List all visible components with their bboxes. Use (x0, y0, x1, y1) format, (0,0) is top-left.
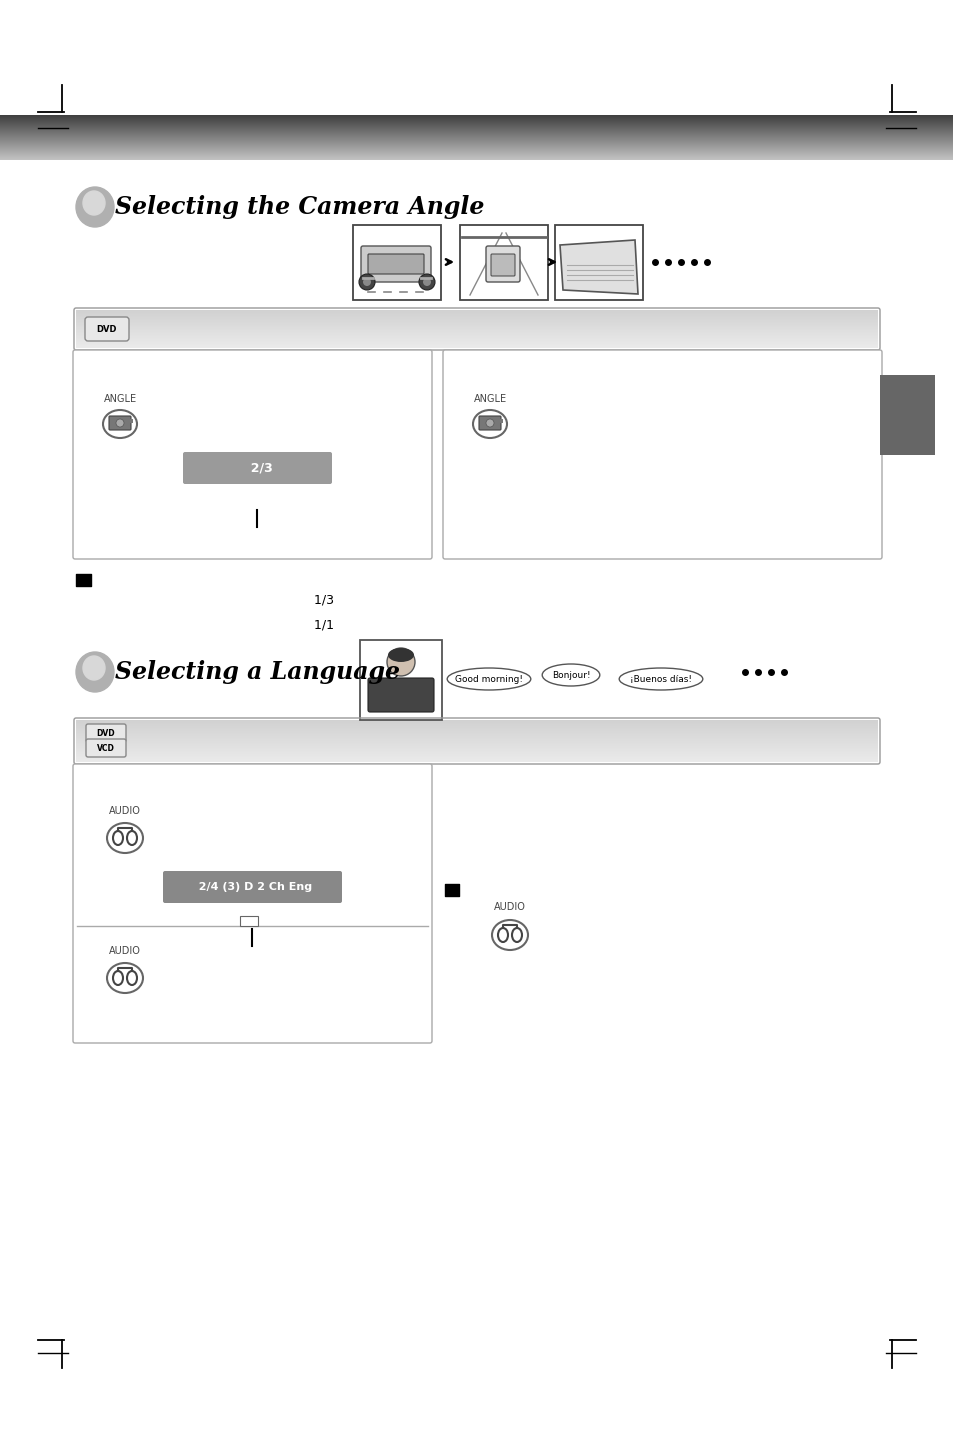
FancyBboxPatch shape (497, 419, 502, 423)
Text: ANGLE: ANGLE (103, 394, 136, 404)
FancyBboxPatch shape (879, 374, 934, 454)
FancyBboxPatch shape (485, 246, 519, 282)
Ellipse shape (388, 647, 414, 662)
Text: AUDIO: AUDIO (109, 946, 141, 956)
Ellipse shape (76, 187, 113, 227)
Text: VCD: VCD (97, 743, 114, 753)
Text: 1/1: 1/1 (306, 619, 334, 632)
Text: Bonjour!: Bonjour! (551, 670, 590, 680)
Ellipse shape (618, 667, 702, 690)
FancyBboxPatch shape (353, 224, 440, 300)
Ellipse shape (103, 410, 137, 439)
Ellipse shape (83, 656, 105, 680)
FancyBboxPatch shape (86, 739, 126, 757)
FancyBboxPatch shape (86, 725, 126, 742)
FancyBboxPatch shape (163, 872, 341, 903)
FancyBboxPatch shape (442, 350, 882, 559)
Ellipse shape (541, 664, 599, 686)
Ellipse shape (76, 652, 113, 692)
Circle shape (387, 647, 415, 676)
Text: Selecting a Language: Selecting a Language (115, 660, 399, 684)
Text: 2/3: 2/3 (241, 462, 273, 474)
FancyBboxPatch shape (368, 254, 423, 274)
Ellipse shape (107, 963, 143, 993)
FancyBboxPatch shape (478, 416, 500, 430)
Circle shape (358, 274, 375, 290)
Ellipse shape (107, 823, 143, 853)
Text: AUDIO: AUDIO (109, 806, 141, 816)
FancyBboxPatch shape (491, 254, 515, 276)
Circle shape (418, 274, 435, 290)
FancyBboxPatch shape (240, 916, 257, 926)
Text: AUDIO: AUDIO (494, 902, 525, 912)
Text: ¡Buenos días!: ¡Buenos días! (629, 674, 691, 683)
Text: DVD: DVD (96, 324, 117, 333)
FancyBboxPatch shape (368, 677, 434, 712)
Ellipse shape (83, 191, 105, 214)
FancyBboxPatch shape (459, 224, 547, 300)
Ellipse shape (447, 667, 530, 690)
Polygon shape (559, 240, 638, 294)
Ellipse shape (473, 410, 506, 439)
Text: 2/4 (3) D 2 Ch Eng: 2/4 (3) D 2 Ch Eng (192, 882, 313, 892)
Circle shape (116, 419, 124, 427)
Circle shape (363, 279, 371, 286)
FancyBboxPatch shape (555, 224, 642, 300)
Text: ANGLE: ANGLE (473, 394, 506, 404)
FancyBboxPatch shape (73, 765, 432, 1043)
Ellipse shape (492, 920, 527, 950)
Circle shape (485, 419, 494, 427)
Text: Good morning!: Good morning! (455, 674, 522, 683)
Circle shape (422, 279, 431, 286)
FancyBboxPatch shape (183, 452, 332, 484)
FancyBboxPatch shape (360, 246, 431, 282)
FancyBboxPatch shape (73, 350, 432, 559)
FancyBboxPatch shape (109, 416, 131, 430)
Text: DVD: DVD (96, 729, 115, 737)
Text: Selecting the Camera Angle: Selecting the Camera Angle (115, 194, 484, 219)
Text: 1/3: 1/3 (306, 593, 334, 606)
FancyBboxPatch shape (85, 317, 129, 342)
FancyBboxPatch shape (359, 640, 441, 720)
FancyBboxPatch shape (128, 419, 132, 423)
